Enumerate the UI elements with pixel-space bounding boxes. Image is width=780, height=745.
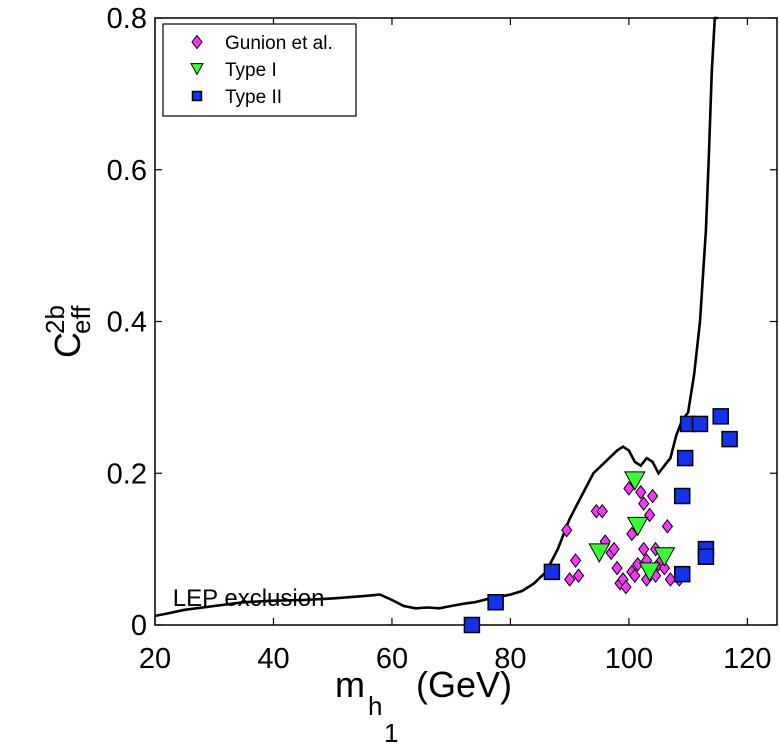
x-axis-title-unit: (GeV) — [416, 664, 512, 705]
type-ii-point — [697, 548, 715, 565]
gunion-et-al-point — [638, 541, 650, 557]
gunion-et-al-point — [646, 488, 659, 504]
y-tick-label: 0 — [131, 610, 147, 642]
type-ii-point — [487, 593, 504, 611]
legend-marker-gunion-et-al — [191, 34, 203, 50]
legend: Gunion et al. Type I Type II — [162, 23, 357, 117]
y-axis-title: C 2b eff — [40, 305, 96, 358]
x-axis-title-main: m — [335, 664, 365, 705]
type-ii-point — [543, 563, 561, 581]
x-axis-title: m h 1 (GeV) — [335, 664, 512, 745]
type-ii-point — [721, 430, 738, 448]
type-ii-point — [673, 487, 691, 505]
gunion-et-al-point — [626, 526, 638, 542]
lep-exclusion-label: LEP exclusion — [173, 585, 325, 612]
gunion-et-al-point — [635, 484, 647, 500]
y-axis-title-sup: 2b — [40, 305, 70, 334]
type-ii-point — [673, 565, 691, 583]
gunion-et-al-point — [608, 541, 620, 557]
type-ii-point — [676, 449, 694, 467]
type-i-point — [623, 471, 646, 491]
gunion-et-al-point — [661, 519, 674, 534]
gunion-et-al-point — [664, 572, 677, 587]
x-axis-title-sub: h — [368, 691, 382, 721]
x-tick-label: 100 — [605, 643, 653, 675]
y-axis-title-sub: eff — [66, 305, 96, 334]
plot-area — [154, 16, 778, 634]
legend-marker-type-i — [190, 63, 204, 76]
y-axis-title-main: C — [47, 332, 88, 358]
gunion-et-al-point — [658, 560, 671, 576]
type-ii-point — [463, 616, 481, 634]
gunion-et-al-point — [611, 560, 623, 576]
y-tick-label: 0.2 — [107, 458, 147, 490]
y-axis-ticks: 0 0.2 0.4 0.6 0.8 — [107, 3, 777, 642]
type-i-point — [638, 562, 661, 582]
x-tick-label: 80 — [494, 643, 526, 675]
x-axis-title-subsub: 1 — [384, 718, 398, 745]
x-axis-ticks: 20 40 60 80 100 120 — [139, 18, 772, 675]
gunion-et-al-point — [632, 556, 644, 572]
y-tick-label: 0.4 — [107, 307, 147, 339]
legend-label-type-i: Type I — [225, 60, 277, 81]
x-tick-label: 20 — [139, 643, 171, 675]
y-tick-label: 0.6 — [107, 155, 147, 187]
x-tick-label: 40 — [257, 643, 289, 675]
gunion-et-al-point — [569, 553, 582, 568]
gunion-et-al-point — [572, 568, 585, 584]
legend-label-gunion-et-al: Gunion et al. — [225, 33, 333, 54]
y-tick-label: 0.8 — [107, 3, 147, 35]
type-ii-point — [691, 415, 709, 433]
gunion-et-al-point — [561, 522, 573, 538]
legend-marker-type-ii — [191, 90, 203, 102]
x-tick-label: 60 — [376, 643, 408, 675]
x-tick-label: 120 — [723, 643, 771, 675]
gunion-et-al-point — [623, 481, 635, 496]
gunion-et-al-point — [596, 503, 608, 519]
type-i-point — [626, 516, 649, 537]
gunion-et-al-point — [629, 568, 641, 584]
type-i-point — [588, 543, 611, 563]
plot-frame — [154, 17, 778, 626]
type-ii-point — [712, 408, 729, 425]
gunion-et-al-point — [620, 579, 632, 595]
gunion-et-al-point — [564, 572, 576, 587]
legend-label-type-ii: Type II — [225, 87, 282, 108]
data-points — [463, 408, 738, 634]
type-i-point — [653, 547, 676, 567]
gunion-et-al-point — [638, 496, 650, 511]
